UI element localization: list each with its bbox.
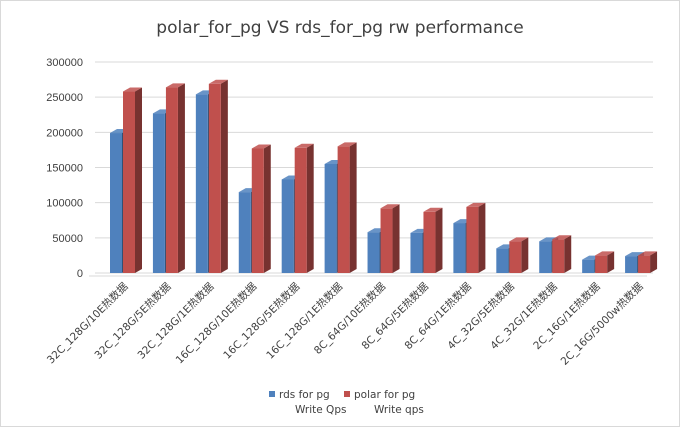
x-tick-label: 16C_128G/1E热数据 <box>264 280 346 362</box>
y-tick-label: 0 <box>77 268 83 280</box>
legend-label: rds for pg <box>279 389 330 401</box>
bar-polar <box>208 79 228 273</box>
y-axis: 0 50000 100000 150000 200000 250000 300000 <box>46 57 83 280</box>
bar-polar <box>294 143 314 273</box>
bar-polar <box>509 237 529 273</box>
y-tick-label: 150000 <box>46 163 83 175</box>
y-tick-label: 50000 <box>52 233 83 245</box>
bar-polar <box>380 204 400 273</box>
bar-polar <box>552 235 572 273</box>
x-tick-label: 8C_64G/10E热数据 <box>311 280 388 357</box>
y-tick-label: 250000 <box>46 92 83 104</box>
legend-swatch <box>269 391 275 397</box>
x-tick-label: 2C_16G/5000w热数据 <box>558 280 646 368</box>
bars <box>110 79 658 274</box>
bar-polar <box>423 207 443 273</box>
bar-polar <box>251 144 271 273</box>
legend-label: Write qps <box>374 404 424 416</box>
y-tick-label: 100000 <box>46 198 83 210</box>
legend: rds for pg Write Qps polar for pg Write qps <box>269 389 424 416</box>
legend-swatch <box>344 391 350 397</box>
x-tick-label: 16C_128G/5E热数据 <box>221 280 303 362</box>
x-tick-label: 32C_128G/5E热数据 <box>92 280 174 362</box>
chart-title: polar_for_pg VS rds_for_pg rw performanc… <box>156 18 523 38</box>
legend-label: Write Qps <box>295 404 346 416</box>
y-tick-label: 300000 <box>46 57 83 69</box>
y-tick-label: 200000 <box>46 127 83 139</box>
x-axis-labels: 32C_128G/10E热数据32C_128G/5E热数据32C_128G/1E… <box>44 280 646 368</box>
legend-item-polar: polar for pg Write qps <box>344 389 424 416</box>
bar-polar <box>595 251 615 273</box>
legend-label: polar for pg <box>354 389 415 401</box>
bar-polar <box>466 202 486 273</box>
bar-polar <box>165 83 185 273</box>
gridlines <box>89 61 653 277</box>
x-tick-label: 32C_128G/10E热数据 <box>44 280 131 367</box>
bar-polar <box>337 142 357 273</box>
bar-polar <box>123 87 142 273</box>
x-tick-label: 32C_128G/1E热数据 <box>135 280 217 362</box>
x-tick-label: 16C_128G/10E热数据 <box>173 280 260 367</box>
bar-polar <box>638 251 658 273</box>
legend-item-rds: rds for pg Write Qps <box>269 389 346 416</box>
